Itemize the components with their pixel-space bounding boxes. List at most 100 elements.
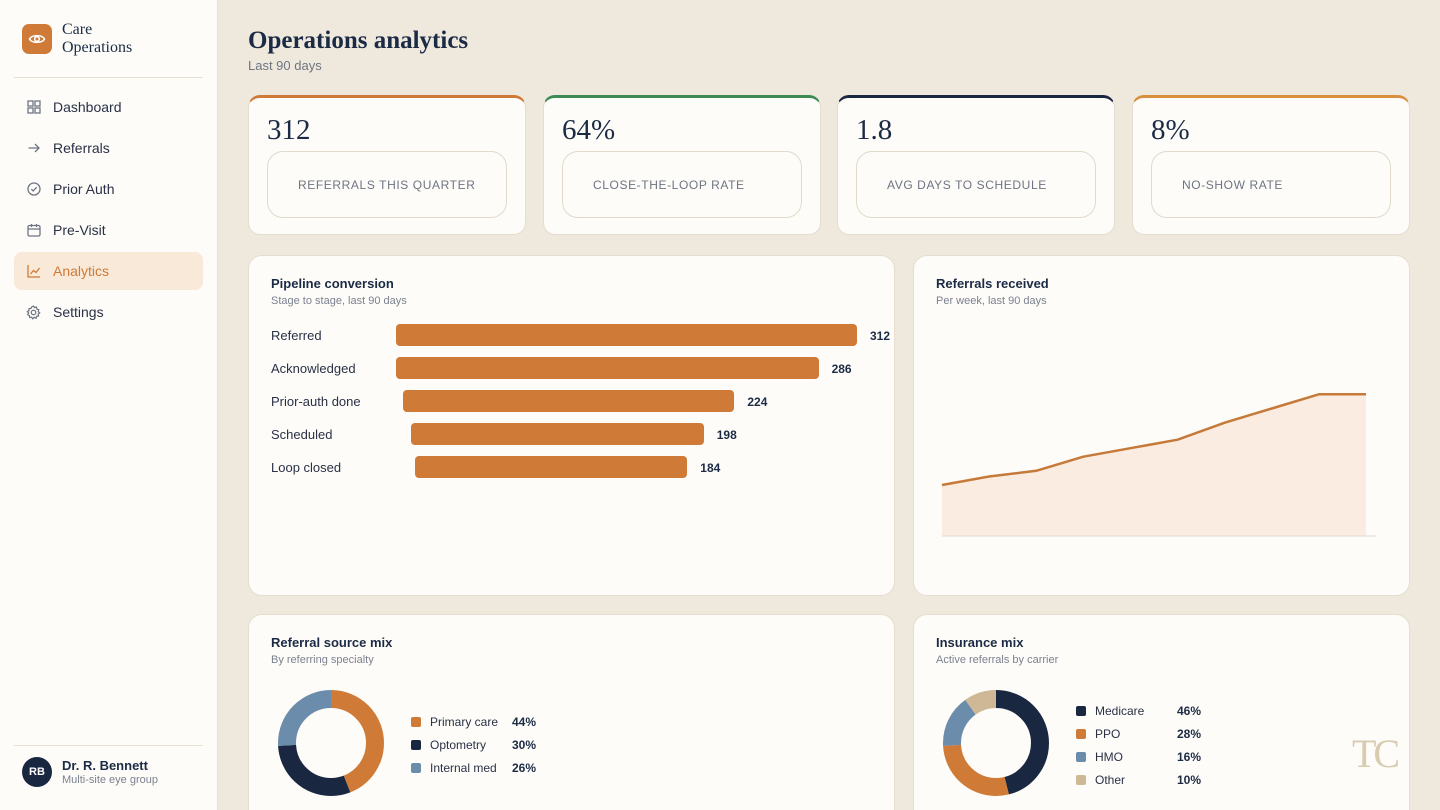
funnel-bar	[396, 324, 857, 346]
sidebar-item-dashboard[interactable]: Dashboard	[14, 88, 203, 126]
kpi-value: 312	[267, 114, 311, 146]
card-title: Referral source mix	[271, 635, 393, 650]
page-title: Operations analytics	[248, 27, 469, 54]
card-subtitle: Per week, last 90 days	[936, 295, 1047, 307]
kpi-label: REFERRALS THIS QUARTER	[267, 151, 507, 218]
card-subtitle: Stage to stage, last 90 days	[271, 295, 407, 307]
calendar-icon	[26, 223, 41, 238]
funnel-label: Loop closed	[271, 460, 342, 475]
kpi-value: 64%	[562, 114, 616, 146]
arrow-right-icon	[26, 141, 41, 156]
referrals-received-card: Referrals received Per week, last 90 day…	[913, 255, 1410, 596]
donut-slice	[943, 690, 1049, 796]
legend-swatch	[411, 740, 421, 750]
donut-slice	[278, 690, 384, 796]
card-subtitle: Active referrals by carrier	[936, 654, 1059, 666]
funnel-value: 184	[700, 461, 721, 475]
kpi-card-referrals: 312 REFERRALS THIS QUARTER	[248, 95, 526, 235]
kpi-card-close-loop-rate: 64% CLOSE-THE-LOOP RATE	[543, 95, 821, 235]
funnel-label: Referred	[271, 328, 322, 343]
legend-label: Internal med	[430, 761, 497, 775]
sidebar-item-label: Pre-Visit	[53, 222, 106, 238]
sidebar-divider-top	[14, 77, 203, 78]
legend-swatch	[1076, 706, 1086, 716]
donut-slice	[278, 690, 384, 796]
source-mix-donut	[278, 690, 384, 796]
watermark-logo: TC	[1352, 731, 1400, 776]
funnel-value: 224	[747, 395, 768, 409]
legend-value: 30%	[512, 738, 537, 752]
line-chart-icon	[26, 264, 41, 279]
legend-label: HMO	[1095, 750, 1123, 764]
check-circle-icon	[26, 182, 41, 197]
sidebar-item-analytics[interactable]: Analytics	[14, 252, 203, 290]
card-subtitle: By referring specialty	[271, 654, 374, 666]
funnel-value: 312	[870, 329, 891, 343]
legend-swatch	[411, 763, 421, 773]
pipeline-conversion-card: Pipeline conversion Stage to stage, last…	[248, 255, 895, 596]
brand-name-line2: Operations	[62, 39, 133, 56]
legend-swatch	[1076, 775, 1086, 785]
legend-item: Other 10%	[1076, 773, 1201, 787]
legend-item: Internal med 26%	[411, 761, 536, 775]
funnel-label: Acknowledged	[271, 361, 356, 376]
user-profile[interactable]: RB Dr. R. Bennett Multi-site eye group	[22, 757, 158, 787]
page-subtitle: Last 90 days	[248, 58, 322, 73]
legend-label: PPO	[1095, 727, 1121, 741]
legend-value: 28%	[1177, 727, 1202, 741]
legend-item: Primary care 44%	[411, 715, 536, 729]
funnel-value: 286	[831, 362, 852, 376]
kpi-value: 1.8	[856, 114, 893, 146]
sidebar-item-label: Referrals	[53, 140, 110, 156]
funnel-bar	[403, 390, 735, 412]
funnel-value: 198	[716, 428, 737, 442]
sidebar-item-label: Prior Auth	[53, 181, 115, 197]
sidebar-item-label: Settings	[53, 304, 104, 320]
referrals-area-chart	[941, 393, 1376, 537]
legend-item: Medicare 46%	[1076, 704, 1201, 718]
eye-icon	[22, 24, 52, 54]
avatar: RB	[22, 757, 52, 787]
funnel-row: Prior-auth done 224	[271, 390, 891, 412]
card-title: Insurance mix	[936, 635, 1024, 650]
legend-value: 46%	[1177, 704, 1202, 718]
insurance-mix-donut	[943, 690, 1049, 796]
brand[interactable]: Care Operations	[22, 21, 152, 57]
sidebar-item-prior-auth[interactable]: Prior Auth	[14, 170, 203, 208]
user-org: Multi-site eye group	[62, 774, 158, 786]
legend-label: Other	[1095, 773, 1126, 787]
legend-label: Optometry	[430, 738, 487, 752]
kpi-card-no-show-rate: 8% NO-SHOW RATE	[1132, 95, 1410, 235]
sidebar-divider-bottom	[14, 745, 203, 746]
sidebar-item-referrals[interactable]: Referrals	[14, 129, 203, 167]
sidebar-item-label: Dashboard	[53, 99, 122, 115]
brand-name-line1: Care	[62, 21, 93, 38]
funnel-row: Loop closed 184	[271, 456, 891, 478]
user-name: Dr. R. Bennett	[62, 758, 148, 773]
donut-slice	[943, 690, 1049, 796]
sidebar-item-pre-visit[interactable]: Pre-Visit	[14, 211, 203, 249]
legend-value: 10%	[1177, 773, 1202, 787]
card-title: Referrals received	[936, 276, 1049, 291]
legend-swatch	[1076, 752, 1086, 762]
sidebar-item-label: Analytics	[53, 263, 110, 279]
referral-source-mix-card: Referral source mix By referring special…	[248, 614, 895, 810]
series-line	[941, 393, 1366, 487]
legend-item: PPO 28%	[1076, 727, 1201, 741]
legend-swatch	[411, 717, 421, 727]
funnel-row: Scheduled 198	[271, 423, 891, 445]
kpi-label: AVG DAYS TO SCHEDULE	[856, 151, 1096, 218]
area-fill	[942, 394, 1366, 536]
kpi-label: NO-SHOW RATE	[1151, 151, 1391, 218]
sidebar: Care Operations Dashboard Referrals Prio…	[0, 0, 218, 810]
grid-icon	[26, 100, 41, 115]
funnel-bar	[415, 456, 688, 478]
sidebar-item-settings[interactable]: Settings	[14, 293, 203, 331]
kpi-card-avg-days: 1.8 AVG DAYS TO SCHEDULE	[837, 95, 1115, 235]
gear-icon	[26, 304, 41, 320]
funnel-row: Referred 312	[271, 324, 891, 346]
brand-name: Care Operations	[62, 21, 152, 57]
sidebar-nav: Dashboard Referrals Prior Auth Pre-Visit…	[14, 88, 203, 334]
legend-label: Medicare	[1095, 704, 1145, 718]
card-title: Pipeline conversion	[271, 276, 394, 291]
